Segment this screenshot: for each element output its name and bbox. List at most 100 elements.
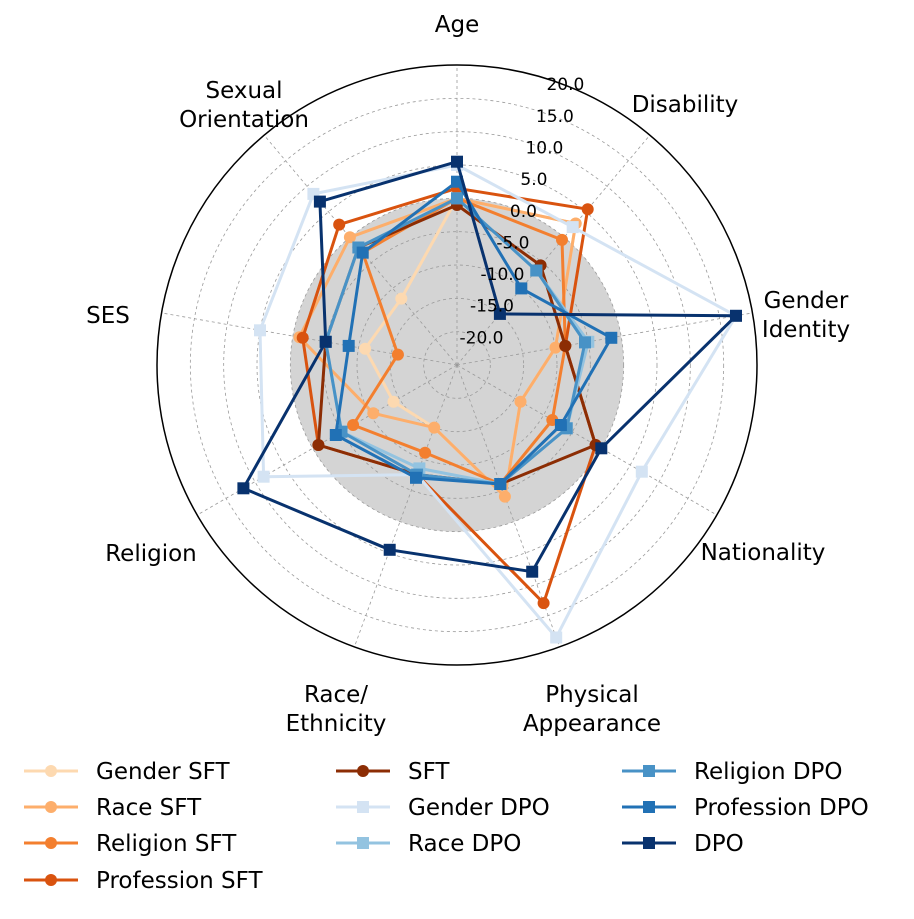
data-point xyxy=(451,175,463,188)
radial-tick-label: 5.0 xyxy=(520,170,547,190)
series-line xyxy=(241,160,738,574)
polar-grid xyxy=(156,64,758,666)
data-point xyxy=(428,421,441,434)
legend-entry: Gender SFT xyxy=(24,759,230,785)
data-point xyxy=(342,339,355,352)
data-point xyxy=(319,335,332,348)
category-label: Gender Identity xyxy=(762,288,850,343)
data-point xyxy=(530,264,543,277)
legend-marker xyxy=(643,765,655,777)
data-point xyxy=(556,233,568,246)
polar-frame xyxy=(156,64,758,666)
legend-entry: Race SFT xyxy=(24,795,202,821)
legend-label: DPO xyxy=(694,831,744,857)
grid-spoke xyxy=(456,134,651,366)
data-point xyxy=(313,195,326,208)
data-point xyxy=(387,395,400,408)
legend-label: Religion DPO xyxy=(694,759,843,785)
data-point xyxy=(730,309,742,322)
radial-tick-label: 20.0 xyxy=(546,75,584,95)
data-point xyxy=(359,342,372,355)
data-point xyxy=(515,282,528,295)
radial-tick-label: -20.0 xyxy=(460,328,504,348)
legend-label: Race SFT xyxy=(96,795,202,821)
legend-marker xyxy=(643,801,655,813)
legend-entry: Profession SFT xyxy=(24,868,263,894)
data-point xyxy=(451,192,463,205)
grid-spoke xyxy=(456,364,560,648)
radial-tick-label: -10.0 xyxy=(481,265,525,285)
data-point xyxy=(347,419,360,431)
data-point xyxy=(395,292,408,305)
category-label: Race/Ethnicity xyxy=(286,682,387,737)
legend-entry: DPO xyxy=(622,831,744,857)
series-line xyxy=(324,196,587,486)
grid-ring xyxy=(223,131,691,599)
data-point xyxy=(494,478,507,490)
data-point xyxy=(595,442,608,455)
radial-tick-label: 10.0 xyxy=(525,139,563,159)
category-label: SES xyxy=(86,303,130,329)
legend-marker xyxy=(45,801,57,813)
data-point xyxy=(333,218,346,231)
data-point xyxy=(419,446,432,459)
legend-entry: Gender DPO xyxy=(336,795,550,821)
legend-label: Religion SFT xyxy=(96,831,237,857)
data-point xyxy=(312,439,325,451)
grid-spoke xyxy=(456,364,718,516)
radial-tick-labels: -20.0 -15.0 -10.0 -5.0 0.0 5.0 10.0 15.0 20.0 xyxy=(460,75,585,348)
legend-marker xyxy=(357,765,369,777)
data-point xyxy=(554,419,567,431)
series-line xyxy=(301,186,598,605)
data-point xyxy=(391,348,404,361)
radial-tick-label: -5.0 xyxy=(496,233,529,253)
legend-label: Gender DPO xyxy=(408,795,550,821)
legend-entry: Religion DPO xyxy=(622,759,843,785)
data-point xyxy=(549,341,562,354)
data-point xyxy=(559,339,572,352)
data-point xyxy=(498,490,511,503)
data-point xyxy=(514,395,527,408)
data-point xyxy=(451,155,463,168)
data-point xyxy=(410,471,422,484)
data-point xyxy=(257,470,270,483)
legend-marker xyxy=(643,837,655,849)
category-labels: Age Disability Gender Identity Nationality Ph… xyxy=(86,12,850,737)
legend-label: SFT xyxy=(408,759,450,785)
data-point xyxy=(493,307,506,320)
legend-label: Race DPO xyxy=(408,831,521,857)
grid-spoke xyxy=(354,364,458,648)
grid-spoke xyxy=(456,312,753,366)
legend-marker xyxy=(45,837,57,849)
data-point xyxy=(566,221,579,234)
data-point xyxy=(356,246,369,259)
category-label: Disability xyxy=(632,92,739,118)
series-line xyxy=(258,163,738,639)
data-point xyxy=(550,631,563,644)
data-point xyxy=(254,324,266,337)
category-label: Physical Appearance xyxy=(523,682,661,737)
data-point xyxy=(343,231,356,244)
data-point xyxy=(526,565,539,578)
data-point xyxy=(237,482,250,495)
data-point xyxy=(537,597,550,610)
legend-marker xyxy=(45,874,57,886)
legend-entry: Race DPO xyxy=(336,831,521,857)
series-layer xyxy=(237,155,742,644)
data-point xyxy=(296,331,309,344)
data-point xyxy=(329,429,342,441)
category-label: Sexual Orientation xyxy=(179,78,309,133)
grid-spoke xyxy=(196,364,458,516)
radial-tick-label: -15.0 xyxy=(470,297,514,317)
data-point xyxy=(579,336,591,349)
radial-tick-label: 15.0 xyxy=(536,107,574,127)
grid-ring xyxy=(289,197,625,533)
grid-spoke xyxy=(161,312,458,366)
data-point xyxy=(581,203,594,216)
legend-marker xyxy=(357,801,369,813)
legend: Gender SFT Race SFT Religion SFT Profession… xyxy=(24,759,869,894)
series-line xyxy=(351,196,567,486)
legend-marker xyxy=(45,765,57,777)
data-point xyxy=(635,465,648,478)
